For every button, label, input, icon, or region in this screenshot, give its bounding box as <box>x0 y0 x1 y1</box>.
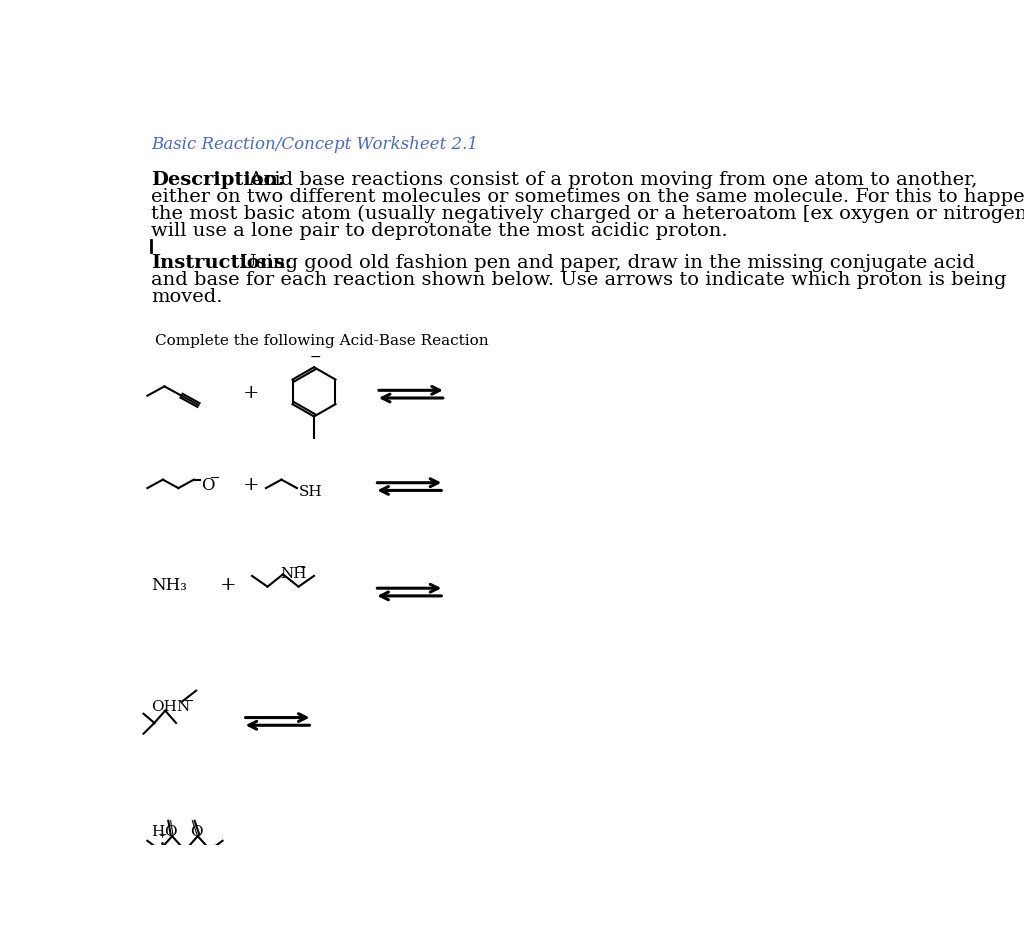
Text: +: + <box>159 830 168 840</box>
Text: and base for each reaction shown below. Use arrows to indicate which proton is b: and base for each reaction shown below. … <box>152 271 1007 288</box>
Text: either on two different molecules or sometimes on the same molecule. For this to: either on two different molecules or som… <box>152 188 1024 206</box>
Text: −: − <box>309 349 322 363</box>
Text: −: − <box>295 561 306 574</box>
Text: Acid base reactions consist of a proton moving from one atom to another,: Acid base reactions consist of a proton … <box>243 171 977 189</box>
Text: −: − <box>210 472 220 485</box>
Text: −: − <box>183 695 195 707</box>
Text: +: + <box>243 476 259 494</box>
Text: N: N <box>176 699 189 714</box>
Text: Description:: Description: <box>152 171 285 189</box>
Text: .: . <box>159 829 165 849</box>
Text: O: O <box>165 826 177 839</box>
Text: +: + <box>219 576 236 594</box>
Text: H: H <box>152 826 165 839</box>
Text: will use a lone pair to deprotonate the most acidic proton.: will use a lone pair to deprotonate the … <box>152 222 728 240</box>
Text: the most basic atom (usually negatively charged or a heteroatom [ex oxygen or ni: the most basic atom (usually negatively … <box>152 205 1024 223</box>
Text: O: O <box>190 826 203 839</box>
Text: O: O <box>201 477 214 494</box>
Text: +: + <box>243 383 259 401</box>
Text: SH: SH <box>299 485 323 499</box>
Text: Instructions:: Instructions: <box>152 254 292 272</box>
Text: NH: NH <box>280 567 306 581</box>
Text: NH₃: NH₃ <box>152 577 187 594</box>
Text: Complete the following Acid-Base Reaction: Complete the following Acid-Base Reactio… <box>155 334 488 348</box>
Text: Using good old fashion pen and paper, draw in the missing conjugate acid: Using good old fashion pen and paper, dr… <box>234 254 975 272</box>
Text: OH: OH <box>152 699 177 714</box>
Text: moved.: moved. <box>152 288 223 306</box>
Text: Basic Reaction/Concept Worksheet 2.1: Basic Reaction/Concept Worksheet 2.1 <box>152 137 478 153</box>
